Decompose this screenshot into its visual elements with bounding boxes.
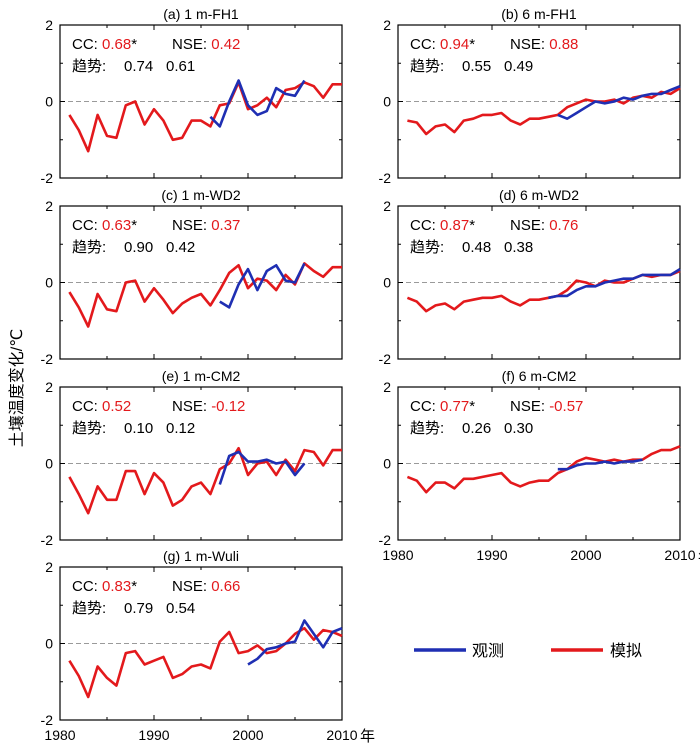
trend-label: 趋势: — [410, 58, 444, 75]
y-tick-label: 2 — [383, 17, 391, 33]
legend-label-sim: 模拟 — [610, 642, 642, 660]
panel-title: (g) 1 m-Wuli — [163, 548, 239, 564]
x-tick-label: 1980 — [44, 727, 75, 743]
cc-annotation: CC: 0.77* — [410, 398, 475, 415]
y-tick-label: 0 — [45, 636, 53, 652]
panel-a: (a) 1 m-FH1 -2 0 2 CC: 0.68* NSE: 0.42 趋势: 0.74… — [41, 6, 343, 186]
y-axis-label: 土壤温度变化/℃ — [7, 329, 26, 447]
panel-title: (c) 1 m-WD2 — [161, 187, 241, 203]
y-tick-label: -2 — [379, 170, 392, 186]
y-tick-label: 0 — [45, 94, 53, 110]
series-line-obs — [557, 84, 681, 120]
legend-label-obs: 观测 — [472, 642, 504, 660]
y-tick-label: 2 — [45, 379, 53, 395]
trend-obs-value: 0.48 — [462, 239, 491, 256]
cc-annotation: CC: 0.94* — [410, 36, 475, 53]
trend-sim-value: 0.38 — [504, 239, 533, 256]
y-tick-label: 0 — [383, 275, 391, 291]
x-tick-unit: 年 — [698, 548, 700, 565]
y-tick-label: 2 — [45, 17, 53, 33]
series-line-obs — [247, 619, 343, 666]
y-tick-label: 0 — [383, 94, 391, 110]
panel-title: (f) 6 m-CM2 — [502, 368, 577, 384]
nse-annotation: NSE: 0.88 — [510, 36, 578, 53]
cc-annotation: CC: 0.52 — [72, 398, 131, 415]
y-tick-label: -2 — [379, 351, 392, 367]
nse-annotation: NSE: 0.66 — [172, 578, 240, 595]
trend-obs-value: 0.79 — [124, 600, 153, 617]
series-line-sim — [407, 86, 681, 136]
series-line-sim — [68, 446, 342, 515]
y-tick-label: 0 — [383, 456, 391, 472]
x-tick-label: 2000 — [232, 727, 263, 743]
trend-sim-value: 0.12 — [166, 420, 195, 437]
trend-label: 趋势: — [72, 600, 106, 617]
panel-title: (e) 1 m-CM2 — [162, 368, 241, 384]
panel-g: (g) 1 m-Wuli -2 0 2 1980 1990 2000 2010 年 CC: 0.8… — [41, 548, 375, 745]
trend-sim-value: 0.42 — [166, 239, 195, 256]
trend-obs-value: 0.55 — [462, 58, 491, 75]
trend-sim-value: 0.49 — [504, 58, 533, 75]
y-tick-label: 2 — [383, 198, 391, 214]
series-line-sim — [68, 626, 343, 699]
nse-annotation: NSE: -0.57 — [510, 398, 583, 415]
trend-obs-value: 0.74 — [124, 58, 153, 75]
x-tick-label: 2010 — [664, 547, 695, 563]
cc-annotation: CC: 0.63* — [72, 217, 137, 234]
panel-b: (b) 6 m-FH1 -2 0 2 CC: 0.94* NSE: 0.88 趋势: 0.55… — [379, 6, 681, 186]
series-line-sim — [406, 445, 681, 494]
trend-label: 趋势: — [72, 58, 106, 75]
y-tick-label: 2 — [45, 198, 53, 214]
series-line-obs — [218, 450, 306, 485]
trend-sim-value: 0.30 — [504, 420, 533, 437]
x-tick-label: 1990 — [138, 727, 169, 743]
trend-label: 趋势: — [72, 239, 106, 256]
trend-obs-value: 0.90 — [124, 239, 153, 256]
y-tick-label: -2 — [41, 712, 54, 728]
panel-d: (d) 6 m-WD2 -2 0 2 CC: 0.87* NSE: 0.76 趋势: 0.48… — [379, 187, 681, 367]
series-line-obs — [548, 267, 681, 300]
trend-obs-value: 0.26 — [462, 420, 491, 437]
y-tick-label: 0 — [45, 456, 53, 472]
series-line-obs — [209, 79, 306, 128]
series-line-sim — [68, 81, 342, 153]
nse-annotation: NSE: 0.42 — [172, 36, 240, 53]
x-tick-unit: 年 — [360, 728, 375, 745]
cc-annotation: CC: 0.68* — [72, 36, 137, 53]
x-tick-label: 2000 — [570, 547, 601, 563]
y-tick-label: -2 — [41, 170, 54, 186]
x-tick-label: 1980 — [382, 547, 413, 563]
trend-label: 趋势: — [410, 420, 444, 437]
cc-annotation: CC: 0.87* — [410, 217, 475, 234]
legend: 观测 模拟 — [414, 642, 642, 660]
y-tick-label: -2 — [41, 351, 54, 367]
x-tick-label: 2010 — [326, 727, 357, 743]
y-tick-label: -2 — [41, 532, 54, 548]
cc-annotation: CC: 0.83* — [72, 578, 137, 595]
panel-title: (d) 6 m-WD2 — [499, 187, 579, 203]
y-tick-label: 0 — [45, 275, 53, 291]
x-tick-label: 1990 — [476, 547, 507, 563]
panel-e: (e) 1 m-CM2 -2 0 2 CC: 0.52 NSE: -0.12 趋势: 0.10… — [41, 368, 343, 548]
panel-title: (b) 6 m-FH1 — [501, 6, 577, 22]
series-line-obs — [557, 458, 643, 471]
nse-annotation: NSE: 0.76 — [510, 217, 578, 234]
trend-sim-value: 0.61 — [166, 58, 195, 75]
nse-annotation: NSE: 0.37 — [172, 217, 240, 234]
y-tick-label: 2 — [45, 559, 53, 575]
panel-title: (a) 1 m-FH1 — [163, 6, 239, 22]
trend-label: 趋势: — [410, 239, 444, 256]
y-tick-label: 2 — [383, 379, 391, 395]
y-tick-label: -2 — [379, 532, 392, 548]
trend-sim-value: 0.54 — [166, 600, 195, 617]
trend-obs-value: 0.10 — [124, 420, 153, 437]
series-line-obs — [219, 262, 306, 309]
trend-label: 趋势: — [72, 420, 106, 437]
panel-c: (c) 1 m-WD2 -2 0 2 CC: 0.63* NSE: 0.37 趋势: 0.90… — [41, 187, 343, 367]
nse-annotation: NSE: -0.12 — [172, 398, 245, 415]
